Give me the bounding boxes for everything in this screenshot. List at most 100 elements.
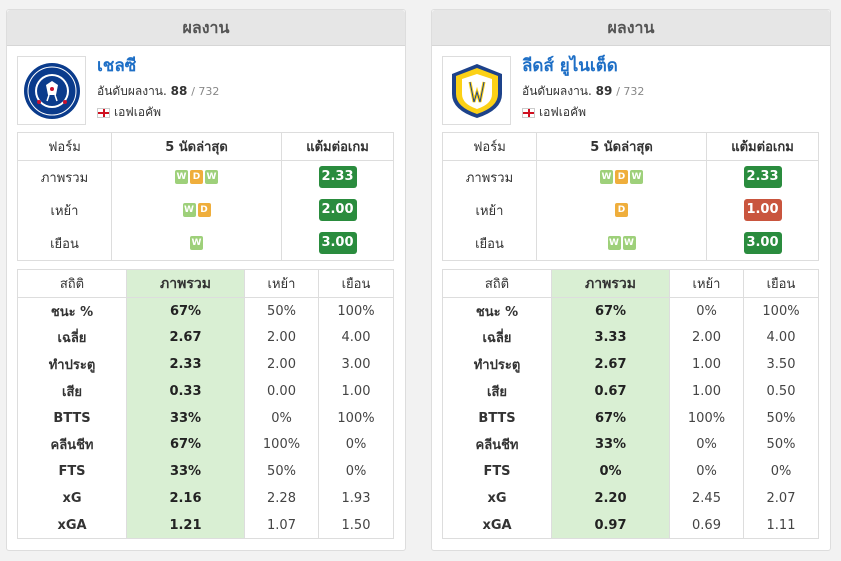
stat-home: 0%: [669, 297, 744, 325]
stats-header-home: เหย้า: [244, 269, 319, 298]
stat-home: 2.00: [244, 351, 319, 378]
rank-value: 88: [170, 84, 188, 98]
league-link[interactable]: เอฟเอคัพ: [97, 103, 161, 122]
stat-home: 50%: [244, 458, 319, 486]
result-badge[interactable]: W: [622, 236, 636, 251]
stats-header-away: เยือน: [318, 269, 394, 298]
stat-home: 2.00: [669, 324, 744, 352]
stat-overall: 2.20: [551, 485, 670, 512]
stat-overall: 2.16: [126, 485, 245, 512]
result-badge[interactable]: W: [182, 203, 196, 217]
stat-home: 100%: [669, 404, 744, 432]
form-results: D: [536, 193, 707, 227]
stats-row: FTS 0% 0% 0%: [442, 458, 819, 486]
stat-label: คลีนชีท: [17, 431, 127, 459]
stat-overall: 3.33: [551, 324, 670, 352]
rank-value: 89: [595, 84, 613, 98]
stat-overall: 2.67: [551, 351, 670, 378]
stats-header-overall: ภาพรวม: [551, 269, 670, 298]
england-flag-icon: [522, 107, 535, 118]
form-header-last5: 5 นัดล่าสุด: [536, 132, 707, 161]
team-logo-chelsea-crest[interactable]: [17, 56, 86, 125]
stat-overall: 67%: [126, 431, 245, 459]
stats-row: คลีนชีท 67% 100% 0%: [17, 431, 394, 459]
stat-home: 2.00: [244, 324, 319, 352]
stats-row: ชนะ % 67% 0% 100%: [442, 297, 819, 325]
panel-title: ผลงาน: [7, 10, 405, 46]
stat-away: 3.00: [318, 351, 394, 378]
stat-overall: 33%: [126, 404, 245, 432]
stats-table: สถิติ ภาพรวม เหย้า เยือน ชนะ % 67% 0% 100% เ…: [442, 269, 819, 540]
team-logo-leeds-crest[interactable]: [442, 56, 511, 125]
form-header-last5: 5 นัดล่าสุด: [111, 132, 282, 161]
form-results: W: [111, 226, 282, 261]
rank-total: / 732: [616, 85, 645, 98]
stat-away: 100%: [318, 297, 394, 325]
stat-overall: 0.97: [551, 511, 670, 540]
stat-away: 0%: [743, 458, 819, 486]
stat-label: เสีย: [442, 377, 552, 405]
result-badge[interactable]: W: [205, 170, 218, 185]
result-badge[interactable]: W: [175, 170, 188, 185]
stat-home: 2.28: [244, 485, 319, 512]
league-name: เอฟเอคัพ: [539, 105, 587, 119]
ppg-badge: 3.00: [318, 232, 357, 255]
team-info: เชลซี อันดับผลงาน. 88 / 732 เอฟเอคัพ: [7, 46, 405, 132]
stat-away: 50%: [743, 431, 819, 459]
stat-home: 2.45: [669, 485, 744, 512]
stat-home: 0%: [669, 458, 744, 486]
stat-home: 100%: [244, 431, 319, 459]
stat-away: 3.50: [743, 351, 819, 378]
stat-label: xGA: [442, 511, 552, 540]
stat-label: เฉลี่ย: [442, 324, 552, 352]
stat-overall: 0%: [551, 458, 670, 486]
league-link[interactable]: เอฟเอคัพ: [522, 103, 586, 122]
ppg-badge: 3.00: [743, 232, 782, 255]
stats-row: xGA 0.97 0.69 1.11: [442, 511, 819, 540]
form-header-ppg: แต้มต่อเกม: [281, 132, 394, 161]
stat-home: 1.00: [669, 351, 744, 378]
stats-header-home: เหย้า: [669, 269, 744, 298]
england-flag-icon: [97, 107, 110, 118]
result-badge[interactable]: W: [190, 236, 203, 251]
ppg-badge: 2.00: [318, 199, 357, 221]
stats-row: FTS 33% 50% 0%: [17, 458, 394, 486]
result-badge[interactable]: D: [197, 203, 211, 217]
result-badge[interactable]: D: [615, 170, 628, 185]
team-name-link[interactable]: ลีดส์ ยูไนเต็ด: [522, 56, 618, 76]
stats-row: BTTS 67% 100% 50%: [442, 404, 819, 432]
form-header-ppg: แต้มต่อเกม: [706, 132, 819, 161]
stats-row: คลีนชีท 33% 0% 50%: [442, 431, 819, 459]
stat-home: 0.00: [244, 377, 319, 405]
stat-away: 0%: [318, 431, 394, 459]
form-row-label: เยือน: [17, 226, 112, 261]
result-badge[interactable]: D: [615, 203, 628, 217]
stat-overall: 0.33: [126, 377, 245, 405]
form-row-label: ภาพรวม: [442, 160, 537, 194]
stat-away: 1.50: [318, 511, 394, 540]
result-badge[interactable]: W: [630, 170, 643, 185]
team-name-link[interactable]: เชลซี: [97, 56, 137, 76]
form-row-label: เหย้า: [442, 193, 537, 227]
stat-label: เสีย: [17, 377, 127, 405]
result-badge[interactable]: W: [600, 170, 613, 185]
result-badge[interactable]: D: [190, 170, 203, 185]
team-rank: อันดับผลงาน. 89 / 732: [522, 82, 644, 101]
stat-label: BTTS: [442, 404, 552, 432]
stats-row: เฉลี่ย 2.67 2.00 4.00: [17, 324, 394, 352]
stat-home: 1.07: [244, 511, 319, 540]
result-badge[interactable]: W: [607, 236, 621, 251]
stat-away: 1.00: [318, 377, 394, 405]
stats-header-overall: ภาพรวม: [126, 269, 245, 298]
stat-overall: 67%: [126, 297, 245, 325]
stats-row: xGA 1.21 1.07 1.50: [17, 511, 394, 540]
stats-row: ชนะ % 67% 50% 100%: [17, 297, 394, 325]
stat-label: ชนะ %: [442, 297, 552, 325]
stats-row: ทำประตู 2.33 2.00 3.00: [17, 351, 394, 378]
stat-away: 1.93: [318, 485, 394, 512]
